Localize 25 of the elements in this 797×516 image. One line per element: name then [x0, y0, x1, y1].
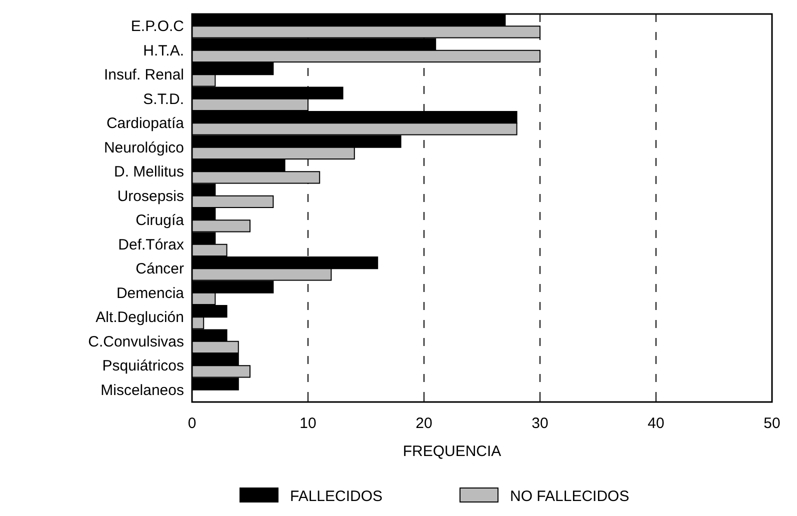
- x-tick-label: 10: [300, 415, 316, 432]
- y-tick-label: Cirugía: [136, 212, 185, 230]
- y-tick-label: D. Mellitus: [114, 164, 184, 181]
- y-tick-label: Miscelaneos: [100, 382, 184, 399]
- y-tick-label: Def.Tórax: [118, 236, 184, 254]
- y-tick-label: Neurológico: [104, 139, 184, 156]
- y-tick-label: Urosepsis: [117, 188, 184, 205]
- legend-label: FALLECIDOS: [290, 488, 383, 505]
- x-axis-title: FREQUENCIA: [402, 443, 502, 460]
- x-tick-label: 30: [532, 415, 548, 432]
- y-tick-label: S.T.D.: [143, 90, 184, 108]
- y-tick-label: Cardiopatía: [106, 115, 185, 132]
- y-tick-label: Insuf. Renal: [104, 66, 184, 84]
- y-tick-label: C.Convulsivas: [88, 333, 184, 350]
- y-tick-label: E.P.O.C: [130, 18, 184, 36]
- x-tick-label: 20: [416, 415, 432, 432]
- y-tick-label: Psquiátricos: [102, 358, 184, 375]
- x-tick-label: 50: [764, 415, 780, 432]
- x-tick-label: 40: [648, 415, 664, 432]
- x-tick-label: 0: [188, 415, 196, 432]
- y-tick-label: Cáncer: [136, 260, 184, 278]
- y-tick-label: Alt.Deglución: [96, 309, 184, 326]
- y-tick-label: Demencia: [116, 284, 185, 302]
- y-tick-label: H.T.A.: [143, 42, 184, 60]
- legend-label: NO FALLECIDOS: [510, 488, 630, 505]
